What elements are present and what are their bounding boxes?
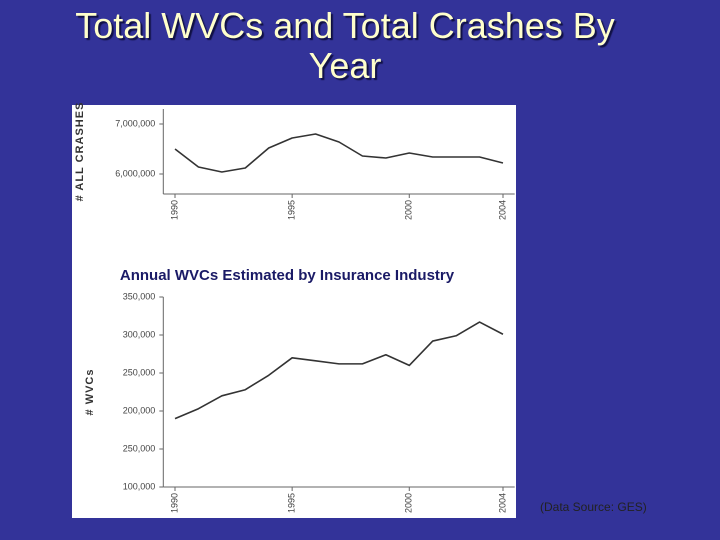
y-tick-label: 200,000 [123, 405, 156, 415]
y-tick-label: 300,000 [123, 329, 156, 339]
y-axis-label: # ALL CRASHES [74, 102, 86, 202]
slide-title: Total WVCs and Total Crashes By Year [75, 5, 615, 86]
x-tick-label: 1995 [287, 493, 297, 513]
chart-panel [72, 105, 516, 518]
y-tick-label: 100,000 [123, 481, 156, 491]
y-tick-label: 250,000 [123, 443, 156, 453]
x-tick-label: 1990 [169, 493, 179, 513]
y-axis-label: # WVCs [84, 369, 96, 416]
x-tick-label: 1995 [287, 200, 297, 220]
data-line [174, 321, 504, 420]
x-tick-label: 1990 [169, 200, 179, 220]
y-tick-label: 6,000,000 [115, 168, 155, 178]
y-tick-label: 250,000 [123, 367, 156, 377]
source-note: (Data Source: GES) [540, 500, 647, 514]
chart-title: Annual WVCs Estimated by Insurance Indus… [120, 267, 455, 284]
x-tick-label: 2000 [404, 200, 414, 220]
x-tick-label: 2000 [404, 493, 414, 513]
y-tick-label: 7,000,000 [115, 118, 155, 128]
y-tick-label: 350,000 [123, 291, 156, 301]
x-tick-label: 2004 [497, 493, 507, 513]
x-tick-label: 2004 [497, 200, 507, 220]
data-line [174, 133, 504, 173]
